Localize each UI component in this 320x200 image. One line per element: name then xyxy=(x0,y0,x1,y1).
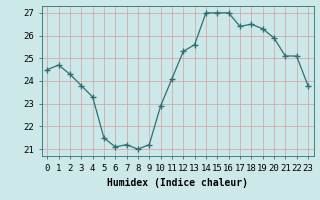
X-axis label: Humidex (Indice chaleur): Humidex (Indice chaleur) xyxy=(107,178,248,188)
